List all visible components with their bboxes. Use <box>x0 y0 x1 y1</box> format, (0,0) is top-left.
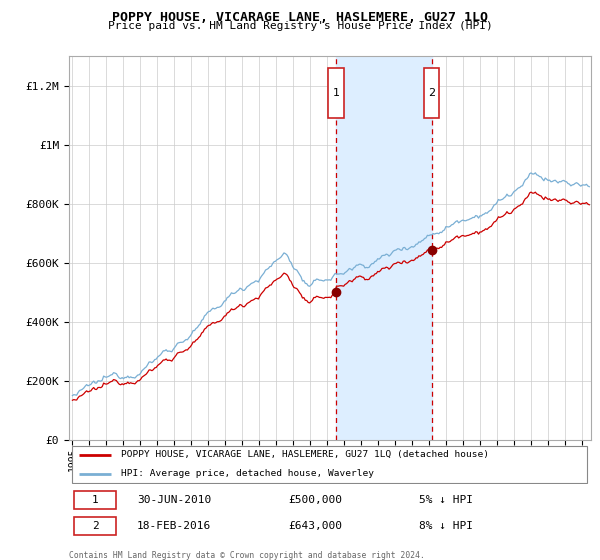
FancyBboxPatch shape <box>424 68 439 118</box>
Text: POPPY HOUSE, VICARAGE LANE, HASLEMERE, GU27 1LQ: POPPY HOUSE, VICARAGE LANE, HASLEMERE, G… <box>112 11 488 24</box>
Text: 8% ↓ HPI: 8% ↓ HPI <box>419 521 473 531</box>
Text: 5% ↓ HPI: 5% ↓ HPI <box>419 494 473 505</box>
Text: £500,000: £500,000 <box>288 494 342 505</box>
Text: 1: 1 <box>332 88 340 98</box>
FancyBboxPatch shape <box>74 491 116 508</box>
Text: Contains HM Land Registry data © Crown copyright and database right 2024.
This d: Contains HM Land Registry data © Crown c… <box>69 551 425 560</box>
Text: £643,000: £643,000 <box>288 521 342 531</box>
Text: 2: 2 <box>92 521 98 531</box>
Text: Price paid vs. HM Land Registry's House Price Index (HPI): Price paid vs. HM Land Registry's House … <box>107 21 493 31</box>
Bar <box>336 56 431 440</box>
Text: 18-FEB-2016: 18-FEB-2016 <box>137 521 211 531</box>
Text: 2: 2 <box>428 88 435 98</box>
FancyBboxPatch shape <box>328 68 344 118</box>
FancyBboxPatch shape <box>71 446 587 483</box>
Text: POPPY HOUSE, VICARAGE LANE, HASLEMERE, GU27 1LQ (detached house): POPPY HOUSE, VICARAGE LANE, HASLEMERE, G… <box>121 450 489 459</box>
Text: 30-JUN-2010: 30-JUN-2010 <box>137 494 211 505</box>
Text: HPI: Average price, detached house, Waverley: HPI: Average price, detached house, Wave… <box>121 469 374 478</box>
Text: 1: 1 <box>92 494 98 505</box>
FancyBboxPatch shape <box>74 517 116 535</box>
